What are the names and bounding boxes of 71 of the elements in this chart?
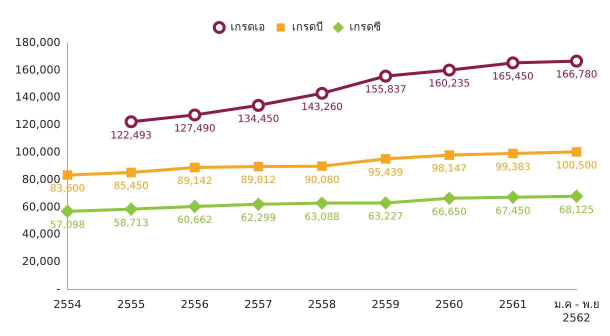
x-tick-label: ม.ค - พ.ย 2562 [554, 298, 600, 324]
x-tick-label: 2560 [435, 298, 464, 312]
data-label: 66,650 [432, 206, 467, 218]
data-label: 134,450 [238, 114, 280, 125]
data-label: 63,227 [368, 212, 404, 223]
point [124, 115, 138, 128]
data-label: 122,493 [110, 130, 152, 142]
point [572, 147, 582, 157]
point [317, 161, 327, 171]
data-label: 165,450 [492, 72, 534, 83]
data-label: 67,450 [495, 206, 530, 217]
data-label: 127,490 [174, 124, 216, 135]
y-tick-label: 100,000 [14, 145, 60, 158]
data-label: 89,812 [240, 175, 276, 186]
point [506, 190, 520, 204]
point [380, 154, 390, 164]
data-label: 143,260 [301, 102, 343, 113]
data-label: 83,600 [50, 184, 85, 195]
y-tick-label: 120,000 [14, 118, 60, 132]
point [379, 70, 392, 83]
point [124, 202, 138, 216]
y-tick-label: - [56, 282, 61, 296]
x-tick-label: 2559 [372, 298, 400, 312]
x-tick-label: 2557 [244, 298, 272, 312]
y-tick-label: 60,000 [22, 200, 60, 214]
point [316, 196, 329, 210]
data-label: 89,142 [177, 176, 212, 188]
data-label: 85,450 [114, 181, 149, 192]
y-tick-label: 20,000 [22, 255, 60, 268]
data-label: 95,439 [368, 167, 404, 178]
data-label: 98,147 [432, 164, 467, 175]
data-label: 90,080 [304, 174, 340, 186]
data-label: 99,383 [495, 162, 530, 174]
x-tick-label: 2556 [180, 298, 209, 312]
point [60, 204, 74, 218]
point [379, 196, 392, 210]
point [188, 108, 202, 122]
data-label: 68,125 [559, 204, 594, 216]
data-label: 62,299 [240, 212, 276, 224]
y-tick-label: 180,000 [14, 36, 60, 49]
point [126, 168, 136, 178]
point [252, 98, 265, 112]
data-label: 58,713 [114, 218, 149, 229]
legend-label: เกรดบี [292, 20, 323, 34]
point [188, 200, 202, 213]
x-tick-label: 2555 [117, 298, 146, 312]
x-tick-label: 2554 [53, 298, 82, 312]
point [508, 148, 518, 158]
x-tick-label: 2561 [498, 298, 527, 312]
point [570, 54, 584, 68]
point [442, 192, 456, 205]
point [254, 162, 264, 172]
data-label: 160,235 [428, 78, 470, 90]
data-label: 60,662 [177, 215, 212, 226]
point [444, 150, 454, 160]
point [442, 64, 456, 77]
y-tick-label: 160,000 [14, 63, 60, 76]
point [252, 198, 265, 211]
legend-label: เกรดซี [349, 20, 382, 34]
data-label: 155,837 [364, 84, 406, 96]
x-tick-label: 2558 [308, 298, 336, 312]
point [316, 86, 329, 100]
y-tick-label: 140,000 [14, 90, 60, 104]
point [62, 170, 72, 180]
point [506, 56, 520, 70]
point [570, 190, 584, 203]
legend-label: เกรดเอ [230, 20, 266, 34]
data-label: 100,500 [556, 160, 598, 172]
data-label: 63,088 [304, 212, 340, 223]
data-label: 166,780 [556, 70, 598, 81]
point [190, 162, 200, 172]
